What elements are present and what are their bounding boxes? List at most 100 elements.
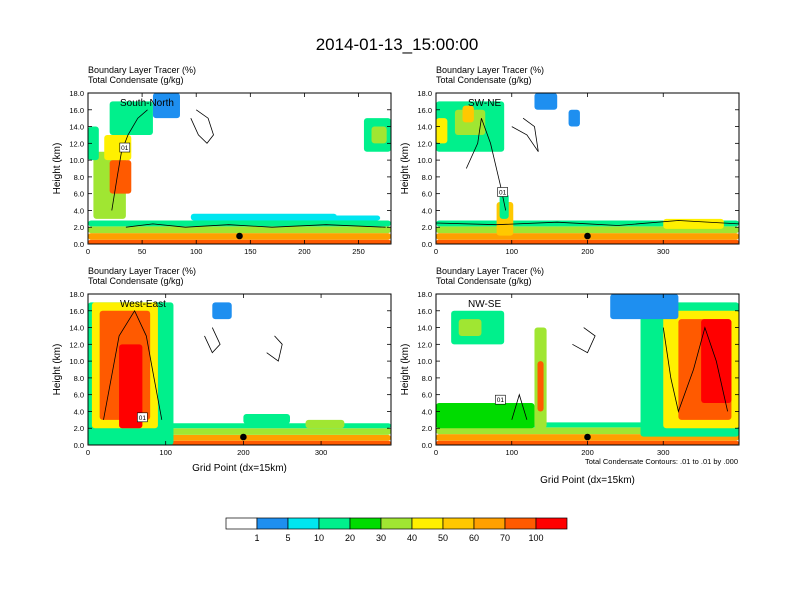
y-tick-label: 10.0 [417, 156, 432, 165]
condensate-contour [511, 393, 528, 420]
panel-label: South-North [120, 98, 174, 109]
contour-label: 01 [497, 397, 505, 404]
panel-label: West-East [120, 299, 166, 310]
var2-label: Total Condensate (g/kg) [436, 276, 532, 286]
condensate-contour [204, 327, 221, 354]
x-tick-label: 300 [657, 247, 670, 256]
y-tick-label: 0.0 [422, 441, 432, 450]
colorbar-label: 10 [314, 533, 324, 543]
x-tick-label: 100 [159, 448, 172, 457]
colorbar: 1 5 10 20 30 40 50 60 70 100 [225, 517, 568, 543]
y-tick-label: 16.0 [69, 307, 84, 316]
x-tick-label: 200 [298, 247, 311, 256]
contour-label-box [137, 412, 148, 423]
colorbar-swatch [411, 517, 444, 530]
x-tick-label: 300 [657, 448, 670, 457]
shade-cell [109, 101, 153, 135]
panel-top-right: Boundary Layer Tracer (%)Total Condensat… [400, 65, 740, 256]
y-tick-label: 12.0 [417, 340, 432, 349]
y-tick-label: 8.0 [74, 173, 84, 182]
location-marker [584, 433, 591, 441]
y-tick-label: 14.0 [69, 123, 84, 132]
y-tick-label: 18.0 [69, 89, 84, 98]
location-marker [236, 232, 243, 240]
y-tick-label: 4.0 [74, 407, 84, 416]
contour-label: 01 [139, 415, 147, 422]
shade-cell [537, 361, 544, 412]
y-tick-label: 14.0 [417, 324, 432, 333]
x-axis-label: Grid Point (dx=15km) [192, 463, 287, 474]
y-tick-label: 2.0 [74, 223, 84, 232]
colorbar-label: 100 [528, 533, 543, 543]
y-tick-label: 0.0 [74, 441, 84, 450]
tracer-shading [88, 93, 391, 244]
y-tick-label: 12.0 [69, 340, 84, 349]
y-tick-label: 6.0 [422, 190, 432, 199]
var2-label: Total Condensate (g/kg) [436, 75, 532, 85]
contour-label-box [119, 142, 131, 153]
y-tick-label: 16.0 [417, 106, 432, 115]
shade-cell [610, 294, 679, 320]
colorbar-swatch [442, 517, 475, 530]
colorbar-label: 5 [285, 533, 290, 543]
condensate-contour [190, 109, 214, 144]
colorbar-swatch [256, 517, 289, 530]
tracer-shading [88, 302, 391, 445]
colorbar-label: 40 [407, 533, 417, 543]
colorbar-swatch [318, 517, 351, 530]
y-tick-label: 12.0 [417, 139, 432, 148]
x-axis-label: Grid Point (dx=15km) [540, 475, 635, 486]
y-tick-label: 16.0 [417, 307, 432, 316]
condensate-contour [662, 326, 728, 413]
y-tick-label: 2.0 [422, 223, 432, 232]
y-tick-label: 0.0 [422, 240, 432, 249]
y-tick-label: 14.0 [69, 324, 84, 333]
contour-label: 01 [499, 189, 507, 196]
y-tick-label: 18.0 [417, 290, 432, 299]
condensate-contour [572, 327, 596, 354]
y-tick-label: 8.0 [74, 374, 84, 383]
colorbar-label: 50 [438, 533, 448, 543]
shade-cell [185, 109, 218, 127]
colorbar-label: 70 [500, 533, 510, 543]
y-tick-label: 4.0 [74, 206, 84, 215]
y-axis-label: Height (km) [400, 143, 411, 195]
x-tick-label: 200 [581, 448, 594, 457]
shade-cell [436, 118, 448, 144]
y-tick-label: 4.0 [422, 206, 432, 215]
contour-label-box [495, 394, 506, 405]
shade-cell [104, 134, 132, 161]
shade-cell [109, 160, 132, 194]
x-tick-label: 150 [244, 247, 257, 256]
y-tick-label: 2.0 [74, 424, 84, 433]
panels-group: Boundary Layer Tracer (%)Total Condensat… [52, 65, 740, 486]
y-tick-label: 10.0 [417, 357, 432, 366]
colorbar-swatch [473, 517, 506, 530]
condensate-contour [511, 117, 539, 152]
tracer-shading [436, 294, 739, 445]
y-tick-label: 8.0 [422, 374, 432, 383]
x-tick-label: 100 [505, 448, 518, 457]
shade-cell [152, 93, 180, 119]
var2-label: Total Condensate (g/kg) [88, 75, 184, 85]
x-tick-label: 200 [237, 448, 250, 457]
shade-cell [243, 413, 290, 425]
y-tick-label: 0.0 [74, 240, 84, 249]
location-marker [240, 433, 247, 441]
y-tick-label: 18.0 [417, 89, 432, 98]
y-tick-label: 14.0 [417, 123, 432, 132]
shade-cell [462, 105, 474, 123]
colorbar-swatch [380, 517, 413, 530]
var1-label: Boundary Layer Tracer (%) [436, 65, 544, 75]
location-marker [584, 232, 591, 240]
var1-label: Boundary Layer Tracer (%) [88, 65, 196, 75]
contour-footnote: Total Condensate Contours: .01 to .01 by… [585, 457, 738, 466]
shade-cell [534, 93, 558, 110]
shade-cell [88, 226, 391, 234]
condensate-contour [103, 309, 163, 420]
condensate-contour [125, 223, 386, 228]
x-tick-label: 0 [434, 448, 438, 457]
colorbar-label: 60 [469, 533, 479, 543]
contour-label-box [497, 187, 508, 197]
colorbar-swatch [504, 517, 537, 530]
